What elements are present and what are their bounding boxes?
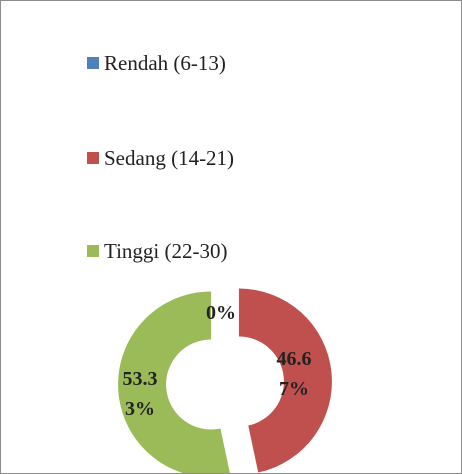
legend-swatch (87, 245, 99, 257)
legend-label: Tinggi (22-30) (104, 239, 228, 263)
legend-swatch (87, 152, 99, 164)
legend-item: Tinggi (22-30) (87, 239, 280, 266)
doughnut-slice (118, 291, 230, 473)
data-label: 0% (206, 302, 236, 324)
legend-label: Sedang (14-21) (104, 146, 235, 170)
legend-swatch (87, 57, 99, 69)
data-label: 46.67% (276, 348, 312, 400)
doughnut-slice (238, 288, 332, 473)
legend-item: Rendah (6-13) (87, 51, 280, 78)
legend-label: Rendah (6-13) (104, 51, 226, 75)
data-label: 53.33% (122, 368, 158, 420)
legend-item: Sedang (14-21) (87, 146, 280, 173)
